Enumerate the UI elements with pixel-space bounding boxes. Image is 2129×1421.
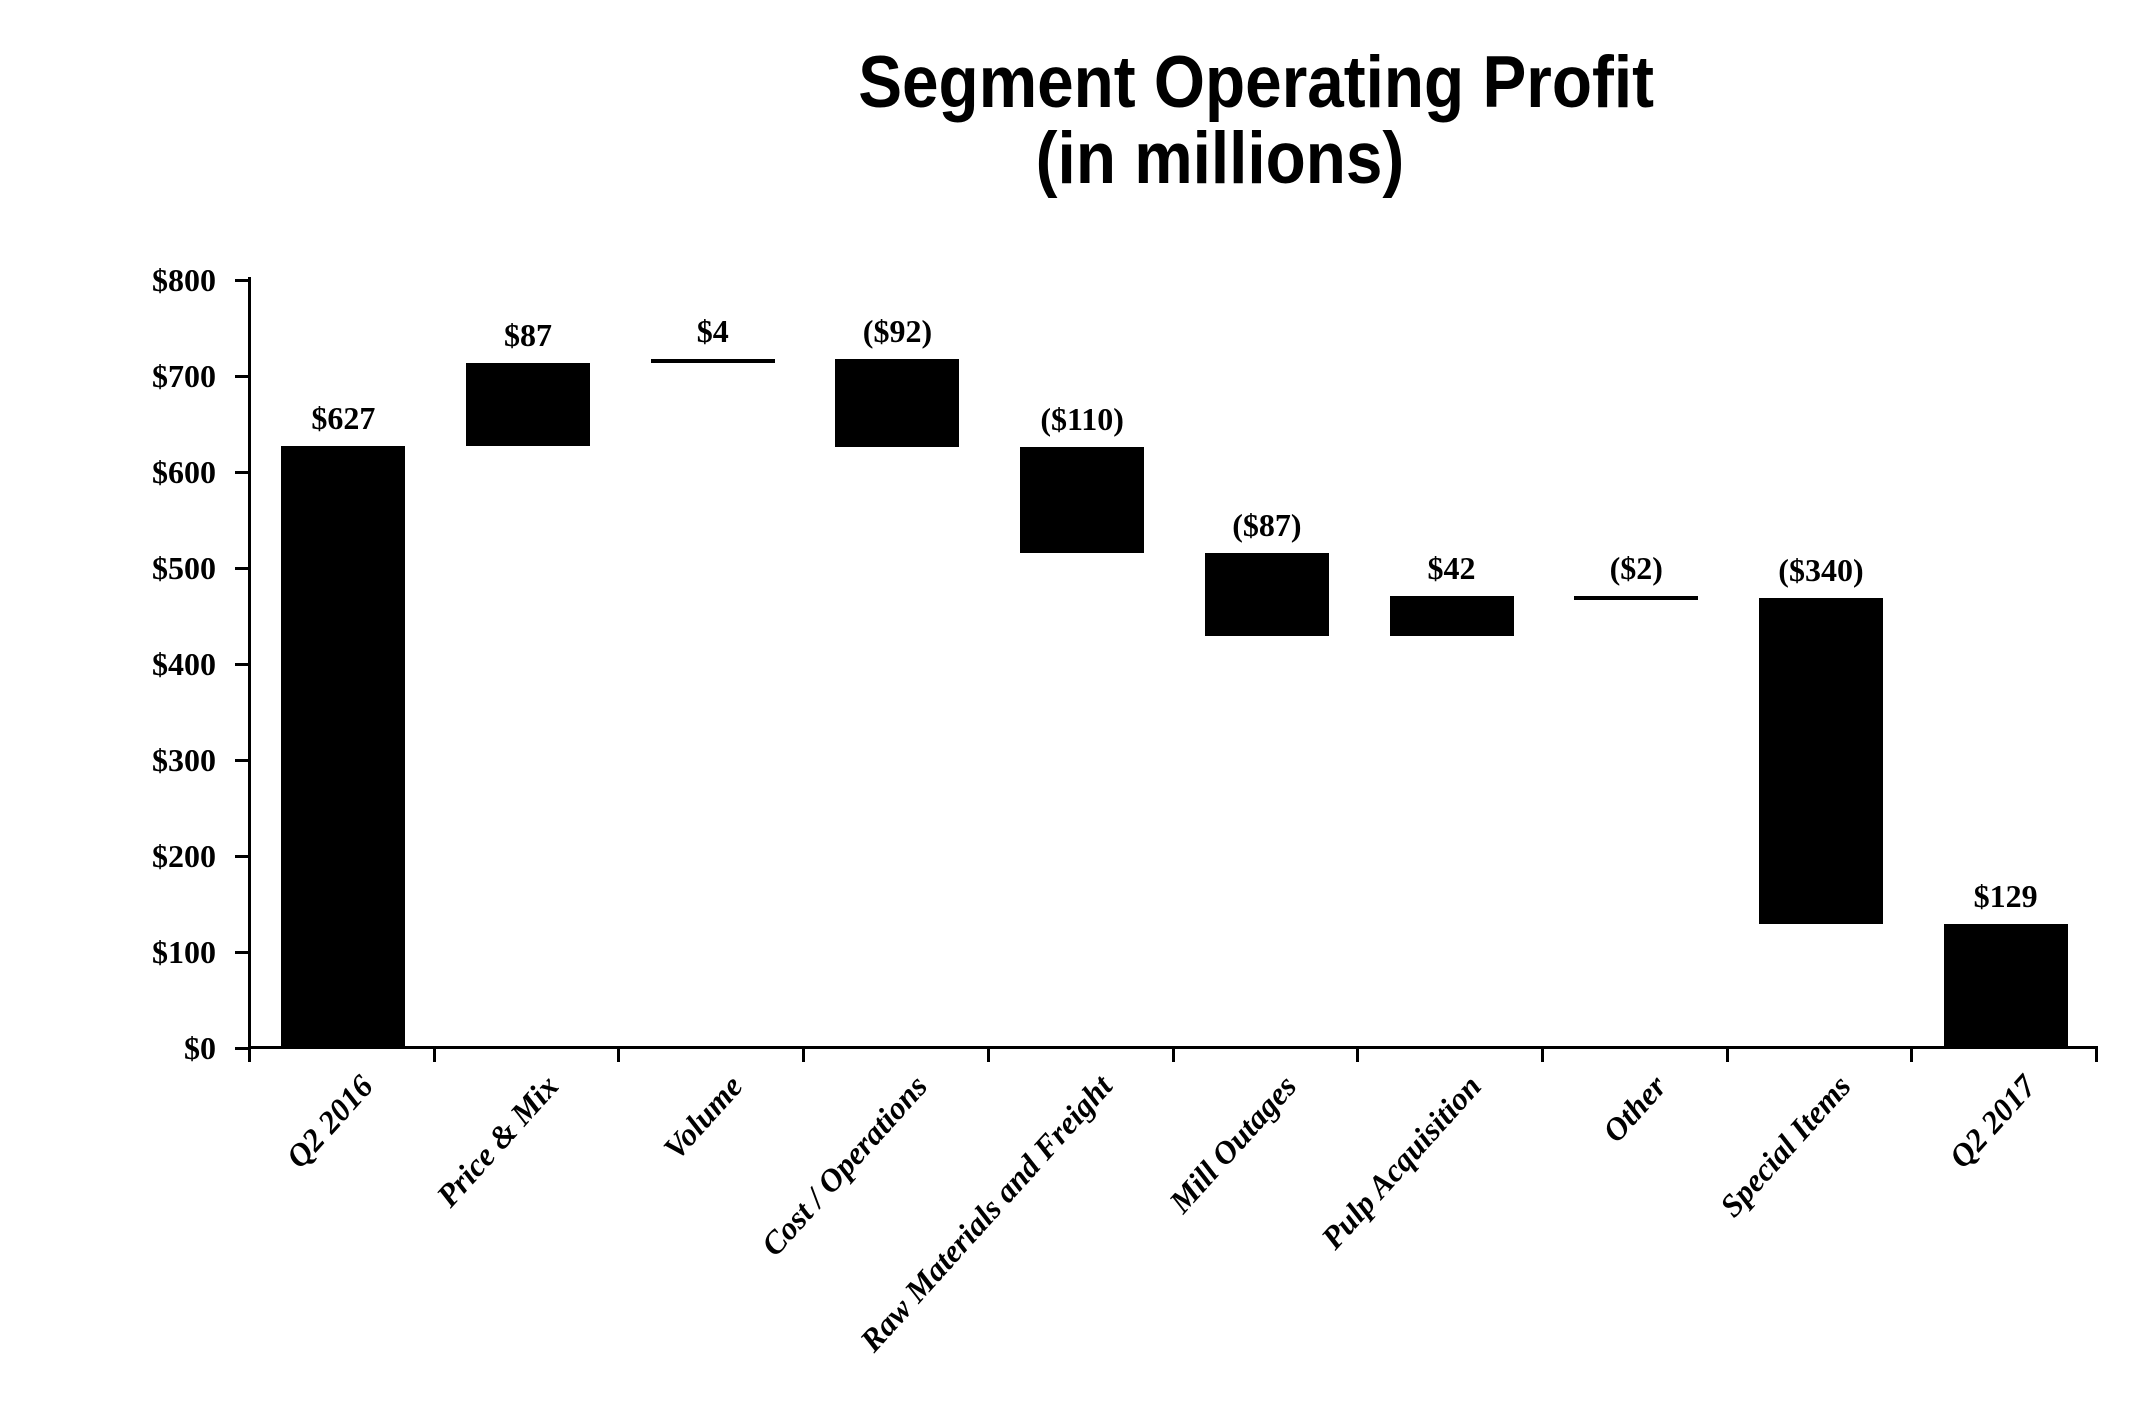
bar-value-label: ($87) xyxy=(1232,506,1302,543)
waterfall-bar xyxy=(650,358,775,364)
waterfall-bar xyxy=(1574,595,1699,601)
y-axis-tick-label: $800 xyxy=(152,262,216,298)
x-axis-tick xyxy=(1356,1049,1360,1062)
waterfall-bar xyxy=(1758,597,1883,925)
y-axis-tick-label: $100 xyxy=(152,934,216,970)
y-axis-tick-label: $700 xyxy=(152,358,216,394)
waterfall-bar xyxy=(466,362,591,447)
y-axis-tick xyxy=(235,663,248,666)
x-axis-tick-label: Other xyxy=(1595,1068,1674,1149)
x-axis-tick xyxy=(1540,1049,1544,1062)
y-axis-tick-label: $300 xyxy=(152,742,216,778)
bar-value-label: ($2) xyxy=(1609,549,1663,586)
x-axis-tick xyxy=(432,1049,436,1062)
y-axis-tick xyxy=(235,375,248,378)
x-axis-tick-label: Q2 2017 xyxy=(1941,1068,2043,1175)
y-axis-line xyxy=(248,277,251,1049)
y-axis-tick xyxy=(235,855,248,858)
x-axis-tick xyxy=(1725,1049,1729,1062)
waterfall-bar xyxy=(1204,552,1329,637)
y-axis-tick-label: $0 xyxy=(184,1030,216,1066)
x-axis-tick xyxy=(986,1049,990,1062)
y-axis-tick-label: $200 xyxy=(152,838,216,874)
y-axis-tick xyxy=(235,471,248,474)
x-axis-tick xyxy=(1910,1049,1914,1062)
x-axis-tick-label: Q2 2016 xyxy=(279,1068,381,1175)
bar-value-label: $42 xyxy=(1427,549,1476,586)
x-axis-tick xyxy=(802,1049,806,1062)
y-axis-tick xyxy=(235,951,248,954)
x-axis-tick xyxy=(1171,1049,1175,1062)
bar-value-label: ($340) xyxy=(1778,551,1864,588)
chart-title-block: Segment Operating Profit (in millions) xyxy=(858,42,1654,199)
bar-value-label: $627 xyxy=(311,400,376,437)
bar-value-label: $129 xyxy=(1973,878,2038,915)
x-axis-line xyxy=(248,1046,2098,1049)
x-axis-tick-label: Mill Outages xyxy=(1162,1068,1304,1220)
chart-subtitle: (in millions) xyxy=(1035,118,1405,199)
bar-value-label: $4 xyxy=(696,312,729,349)
waterfall-bar xyxy=(835,358,960,448)
waterfall-bar xyxy=(281,446,406,1048)
y-axis-tick xyxy=(235,759,248,762)
bar-value-label: ($110) xyxy=(1040,401,1124,438)
x-axis-tick xyxy=(617,1049,621,1062)
waterfall-bar xyxy=(1943,924,2068,1048)
x-axis-tick xyxy=(248,1049,251,1062)
y-axis-tick-label: $500 xyxy=(152,550,216,586)
y-axis-tick-label: $400 xyxy=(152,646,216,682)
x-axis-tick-label: Pulp Acquisition xyxy=(1314,1068,1489,1256)
x-axis-tick-label: Price & Mix xyxy=(428,1068,565,1214)
y-axis-tick xyxy=(235,567,248,570)
bar-value-label: ($92) xyxy=(862,312,933,349)
waterfall-bar xyxy=(1389,595,1514,637)
y-axis-tick xyxy=(235,279,248,282)
bar-value-label: $87 xyxy=(504,316,553,353)
y-axis-tick-label: $600 xyxy=(152,454,216,490)
waterfall-bar xyxy=(1020,447,1145,553)
x-axis-tick xyxy=(2095,1049,2098,1062)
x-axis-tick-label: Special Items xyxy=(1712,1068,1858,1224)
x-axis-tick-label: Cost / Operations xyxy=(753,1068,935,1263)
y-axis-tick xyxy=(235,1047,248,1050)
chart-title: Segment Operating Profit xyxy=(858,42,1654,123)
x-axis-tick-label: Volume xyxy=(656,1068,750,1167)
